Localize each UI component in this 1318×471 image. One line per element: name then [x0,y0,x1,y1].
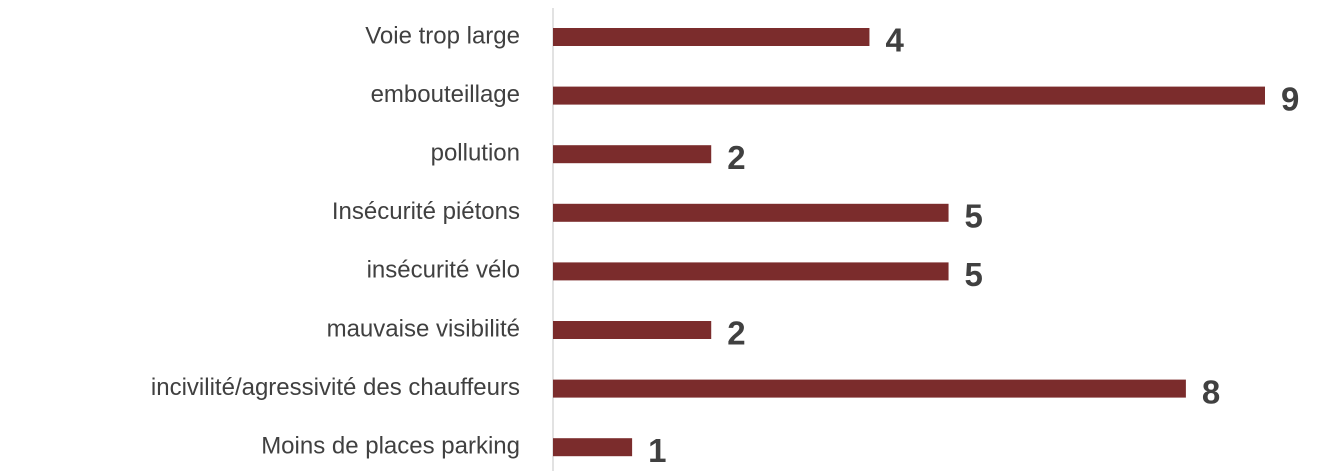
bar [553,203,949,222]
y-tick-label: embouteillage [371,81,520,108]
data-label: 8 [1202,373,1220,410]
bar [553,438,633,457]
data-label: 5 [965,256,983,293]
data-label: 4 [885,22,904,59]
bar [553,379,1186,398]
bar [553,145,712,164]
bar [553,86,1265,105]
y-tick-label: incivilité/agressivité des chauffeurs [151,374,520,401]
data-label: 1 [648,432,666,469]
y-tick-label: insécurité vélo [367,257,520,284]
data-label: 5 [965,198,983,235]
y-tick-label: Voie trop large [365,22,520,49]
y-tick-label: Moins de places parking [261,433,520,460]
data-label: 2 [727,139,745,176]
y-tick-label: Insécurité piétons [332,198,520,225]
y-tick-label: mauvaise visibilité [327,315,520,342]
data-label: 2 [727,315,745,352]
bar [553,321,712,339]
y-tick-label: pollution [431,140,520,167]
data-label: 9 [1281,80,1299,117]
bar [553,262,949,281]
bar [553,28,870,46]
